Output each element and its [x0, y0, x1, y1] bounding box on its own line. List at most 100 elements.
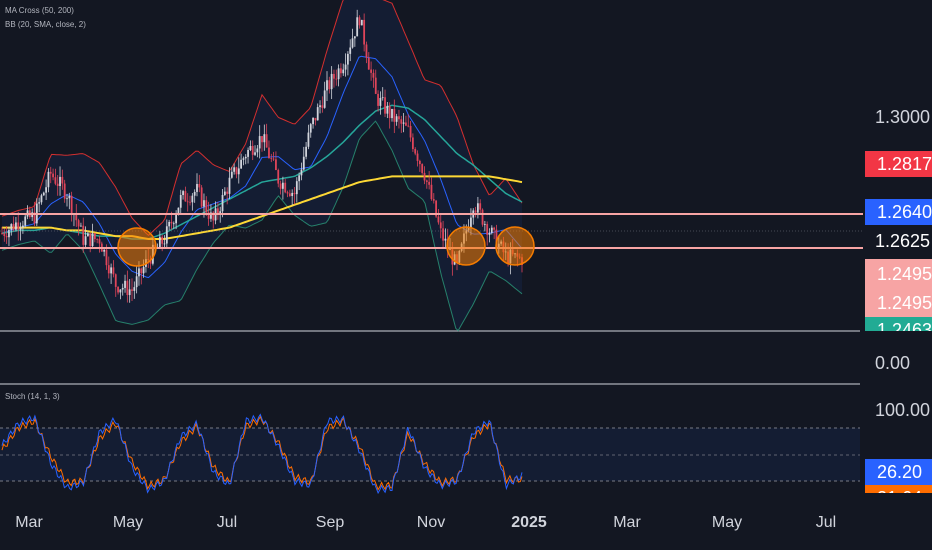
candle-body	[189, 201, 191, 203]
candle-body	[38, 202, 41, 204]
candle-body	[337, 68, 340, 80]
time-tick-may: May	[112, 514, 144, 531]
candle-body	[240, 159, 243, 169]
bb-upper-band	[1, 0, 523, 236]
price-label-last: 1.2625	[875, 231, 931, 251]
low-highlight-circle-nov[interactable]	[446, 226, 486, 266]
candle-body	[342, 69, 345, 74]
candle-body	[205, 200, 208, 213]
candle-body	[244, 156, 247, 159]
candle-body	[416, 153, 419, 161]
candle-body	[124, 280, 126, 288]
candle-body	[377, 93, 379, 106]
candle-body	[435, 200, 438, 217]
candle-body	[270, 158, 273, 159]
candle-body	[407, 125, 410, 127]
candle-body	[256, 148, 259, 153]
candle-body	[386, 105, 389, 114]
candle-body	[388, 105, 391, 119]
candle-body	[70, 195, 73, 215]
time-tick-jul-2025: Jul	[815, 514, 837, 531]
candle-body	[374, 77, 377, 94]
candle-body	[418, 160, 421, 165]
candle-body	[437, 216, 440, 223]
legend-ma-cross[interactable]: MA Cross (50, 200)	[5, 6, 74, 15]
candle-body	[356, 17, 359, 37]
candle-body	[158, 236, 161, 248]
candle-body	[305, 146, 308, 157]
candle-body	[254, 152, 256, 155]
candle-body	[439, 222, 442, 229]
price-tick-1-3000: 1.3000	[875, 107, 931, 127]
candle-body	[409, 125, 412, 138]
stoch-d-line	[1, 415, 523, 491]
candle-body	[24, 216, 27, 226]
candle-body	[221, 194, 224, 212]
candle-body	[288, 193, 291, 196]
candle-body	[275, 159, 277, 171]
low-highlight-circle-may[interactable]	[117, 227, 157, 267]
price-label-ma-slow: 1.2817	[865, 151, 932, 177]
candle-body	[333, 73, 335, 79]
candle-body	[237, 168, 240, 175]
candle-body	[402, 122, 405, 124]
candle-body	[405, 122, 407, 126]
candle-body	[98, 239, 101, 244]
candle-body	[488, 232, 491, 235]
candle-body	[300, 169, 303, 176]
candle-body	[182, 191, 184, 196]
legend-stochastic[interactable]: Stoch (14, 1, 3)	[5, 392, 60, 401]
candle-body	[363, 19, 366, 45]
candle-body	[200, 187, 203, 207]
candle-body	[212, 212, 215, 221]
candle-body	[66, 198, 68, 200]
candle-body	[490, 227, 493, 233]
ma-200-line	[2, 175, 523, 240]
candle-body	[52, 173, 54, 178]
candle-body	[279, 183, 282, 189]
candle-body	[133, 287, 136, 291]
candle-body	[242, 158, 245, 160]
candle-body	[314, 117, 317, 121]
low-highlight-circle-dec[interactable]	[495, 226, 535, 266]
candle-body	[398, 116, 400, 120]
time-tick-nov: Nov	[416, 514, 446, 531]
candle-body	[235, 167, 238, 175]
candle-body	[251, 145, 254, 155]
candle-body	[263, 134, 266, 143]
candle-body	[479, 203, 482, 210]
candle-body	[349, 47, 352, 54]
candle-body	[442, 228, 444, 241]
candle-body	[103, 249, 106, 252]
candle-body	[86, 233, 89, 237]
candle-body	[12, 224, 15, 230]
candle-body	[138, 268, 140, 277]
candle-body	[177, 207, 180, 215]
candle-body	[47, 171, 50, 188]
stoch-label-k: 26.20	[865, 459, 932, 485]
candle-body	[131, 289, 133, 291]
stoch-tick-100: 100.00	[875, 400, 931, 420]
candle-body	[307, 132, 310, 147]
candle-body	[119, 289, 122, 293]
stoch-label-d: 21.64	[865, 485, 932, 493]
candle-body	[335, 78, 338, 80]
candle-body	[96, 239, 99, 240]
legend-bollinger-bands[interactable]: BB (20, SMA, close, 2)	[5, 20, 86, 29]
candle-body	[411, 137, 414, 150]
candle-body	[80, 225, 82, 227]
candle-body	[295, 181, 298, 195]
candle-body	[233, 167, 236, 172]
candle-body	[198, 184, 201, 188]
candle-body	[430, 184, 433, 200]
candle-body	[321, 105, 324, 108]
price-label-bb-basis: 1.2640	[865, 199, 932, 225]
time-tick-jul: Jul	[216, 514, 238, 531]
candle-body	[163, 243, 166, 245]
candle-body	[474, 210, 477, 213]
candle-body	[298, 175, 301, 182]
time-tick-sep: Sep	[315, 514, 345, 531]
time-tick-2025: 2025	[511, 514, 547, 531]
candle-body	[175, 214, 178, 224]
